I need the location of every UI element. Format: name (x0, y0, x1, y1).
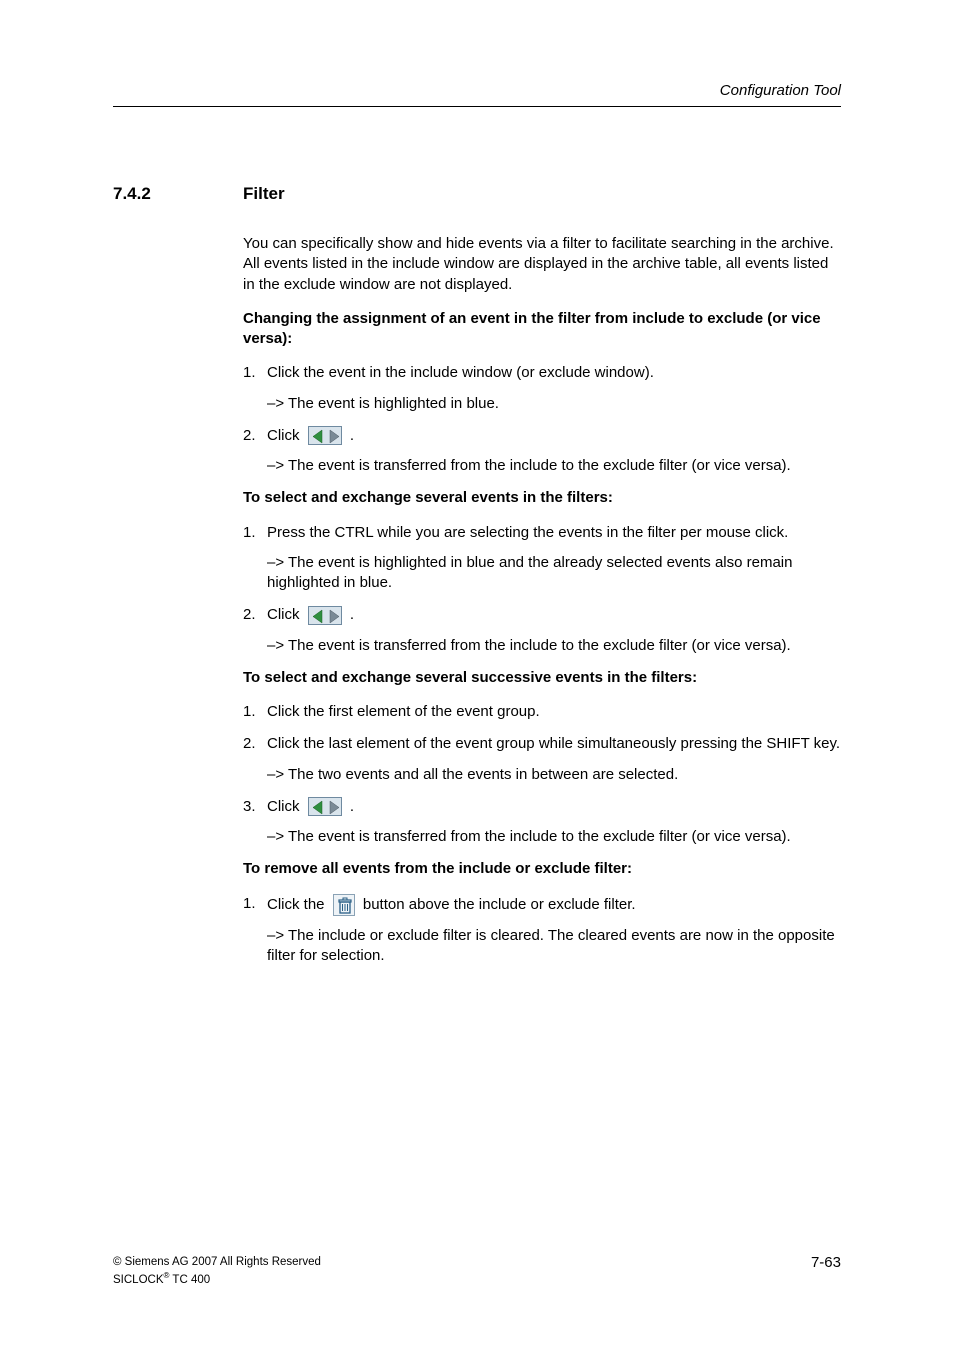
list-select-successive: 1. Click the first element of the event … (243, 702, 841, 847)
list-text: Click the first element of the event gro… (267, 703, 540, 720)
list-result: –> The event is transferred from the inc… (267, 636, 841, 656)
list-item: 1. Press the CTRL while you are selectin… (243, 523, 841, 594)
list-number: 2. (243, 426, 267, 477)
subheading-select-several: To select and exchange several events in… (243, 488, 841, 508)
header-rule (113, 106, 841, 107)
footer-left: © Siemens AG 2007 All Rights Reserved SI… (113, 1254, 321, 1288)
list-item: 3. Click . –> The event is transferred f… (243, 797, 841, 848)
list-text-after: button above the include or exclude filt… (363, 895, 636, 912)
list-text-after: . (350, 427, 354, 444)
list-item: 2. Click . –> The event is transferred f… (243, 426, 841, 477)
list-text-before: Click the (267, 895, 325, 912)
list-text-after: . (350, 798, 354, 815)
list-change-assignment: 1. Click the event in the include window… (243, 363, 841, 476)
list-item: 1. Click the event in the include window… (243, 363, 841, 414)
subheading-change-assignment: Changing the assignment of an event in t… (243, 309, 841, 350)
list-result: –> The event is transferred from the inc… (267, 827, 841, 847)
list-number: 1. (243, 523, 267, 594)
list-body: Click . –> The event is transferred from… (267, 797, 841, 848)
list-text-before: Click (267, 427, 300, 444)
page-number: 7-63 (811, 1254, 841, 1271)
list-remove-all: 1. Click the button above the in (243, 894, 841, 967)
list-body: Click the first element of the event gro… (267, 702, 841, 722)
list-number: 2. (243, 605, 267, 656)
list-text-before: Click (267, 798, 300, 815)
list-result: –> The event is highlighted in blue and … (267, 553, 841, 594)
section-heading: 7.4.2 Filter (113, 184, 841, 204)
page: Configuration Tool 7.4.2 Filter You can … (0, 0, 954, 1350)
product-name: SICLOCK (113, 1274, 164, 1286)
list-select-several: 1. Press the CTRL while you are selectin… (243, 523, 841, 656)
list-body: Click the event in the include window (o… (267, 363, 841, 414)
list-text: Press the CTRL while you are selecting t… (267, 524, 788, 541)
copyright-text: Siemens AG 2007 All Rights Reserved (121, 1256, 320, 1268)
list-result: –> The include or exclude filter is clea… (267, 926, 841, 967)
list-number: 1. (243, 363, 267, 414)
section-number: 7.4.2 (113, 184, 243, 204)
intro-paragraph: You can specifically show and hide event… (243, 234, 841, 295)
body: You can specifically show and hide event… (243, 234, 841, 966)
list-body: Click . –> The event is transferred from… (267, 605, 841, 656)
swap-arrows-icon[interactable] (308, 797, 342, 816)
list-body: Press the CTRL while you are selecting t… (267, 523, 841, 594)
swap-arrows-icon[interactable] (308, 426, 342, 445)
subheading-select-successive: To select and exchange several successiv… (243, 668, 841, 688)
page-header: Configuration Tool (113, 82, 841, 122)
subheading-remove-all: To remove all events from the include or… (243, 859, 841, 879)
list-text-after: . (350, 606, 354, 623)
list-number: 1. (243, 894, 267, 967)
list-number: 2. (243, 734, 267, 785)
list-result: –> The event is highlighted in blue. (267, 394, 841, 414)
list-number: 3. (243, 797, 267, 848)
list-item: 1. Click the first element of the event … (243, 702, 841, 722)
header-title: Configuration Tool (720, 82, 841, 99)
section-title: Filter (243, 184, 285, 204)
list-body: Click the last element of the event grou… (267, 734, 841, 785)
list-body: Click . –> The event is transferred from… (267, 426, 841, 477)
list-item: 2. Click the last element of the event g… (243, 734, 841, 785)
list-item: 1. Click the button above the in (243, 894, 841, 967)
list-result: –> The two events and all the events in … (267, 765, 841, 785)
list-result: –> The event is transferred from the inc… (267, 456, 841, 476)
list-text: Click the last element of the event grou… (267, 735, 840, 752)
list-body: Click the button above the include or ex… (267, 894, 841, 967)
list-text: Click the event in the include window (o… (267, 364, 654, 381)
list-text-before: Click (267, 606, 300, 623)
list-item: 2. Click . –> The event is transferred f… (243, 605, 841, 656)
swap-arrows-icon[interactable] (308, 606, 342, 625)
list-number: 1. (243, 702, 267, 722)
page-footer: © Siemens AG 2007 All Rights Reserved SI… (113, 1254, 841, 1288)
trash-icon[interactable] (333, 894, 355, 916)
product-model: TC 400 (169, 1274, 210, 1286)
